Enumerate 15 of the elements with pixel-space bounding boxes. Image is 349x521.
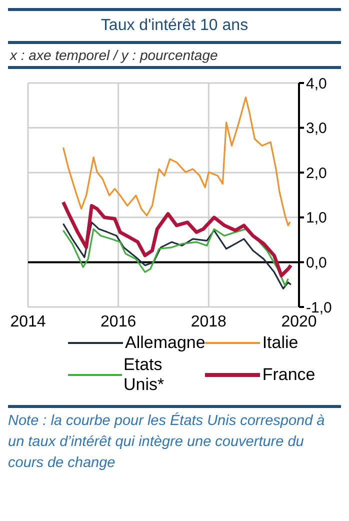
x-tick-label: 2018 <box>190 313 227 330</box>
x-tick-label: 2016 <box>100 313 136 330</box>
legend-label: Italie <box>262 333 298 353</box>
y-tick-label: 4,0 <box>306 75 327 92</box>
y-tick-label: 2,0 <box>306 164 327 182</box>
legend-label: Etats Unis* <box>124 355 166 395</box>
legend-label: Allemagne <box>125 333 206 353</box>
legend-label: France <box>262 365 316 385</box>
text: Note : la courbe pour les États Unis correspond à un taux d’intérêt qui intègre une couverture du cours de change <box>8 411 326 473</box>
chart-subtitle: x : axe temporel / y : pourcentage <box>8 44 341 69</box>
y-tick-label: 0,0 <box>306 254 327 272</box>
x-tick-label: 2014 <box>10 313 46 330</box>
y-tick-label: 3,0 <box>306 120 327 138</box>
chart-title: Taux d'intérêt 10 ans <box>8 8 341 44</box>
y-tick-label: 1,0 <box>306 210 327 227</box>
